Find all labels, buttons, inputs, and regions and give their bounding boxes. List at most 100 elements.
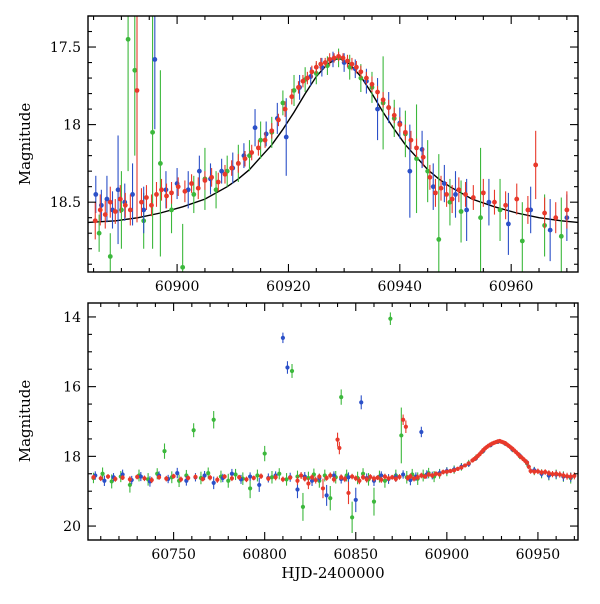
red-data-point xyxy=(542,210,547,216)
green-data-point xyxy=(277,471,282,476)
red-data-point xyxy=(386,105,392,110)
x-tick-label: 60850 xyxy=(333,547,378,563)
red-data-point xyxy=(357,478,362,483)
red-data-point xyxy=(251,475,256,481)
red-data-point xyxy=(430,473,435,478)
red-data-point xyxy=(300,78,306,84)
green-data-point xyxy=(339,395,344,400)
red-data-point xyxy=(164,193,169,199)
red-data-point xyxy=(553,215,559,221)
green-data-point xyxy=(125,36,131,42)
red-data-point xyxy=(229,476,235,481)
blue-data-point xyxy=(252,125,258,131)
green-data-point xyxy=(388,316,393,321)
red-data-point xyxy=(222,171,228,177)
red-data-point xyxy=(364,477,369,482)
green-data-point xyxy=(558,233,564,239)
red-data-point xyxy=(353,476,358,481)
red-data-point xyxy=(255,145,261,151)
red-data-point xyxy=(336,53,341,59)
green-data-point xyxy=(127,482,132,488)
red-data-point xyxy=(289,94,295,100)
green-data-point xyxy=(328,496,333,501)
blue-data-point xyxy=(359,400,364,405)
red-data-point xyxy=(564,207,570,213)
blue-data-point xyxy=(196,168,202,174)
red-data-point xyxy=(149,477,154,483)
red-data-point xyxy=(280,477,286,482)
blue-data-point xyxy=(115,187,121,193)
red-data-point xyxy=(127,207,133,213)
red-data-point xyxy=(178,477,183,482)
red-data-point xyxy=(492,199,497,205)
top-panel-data xyxy=(88,16,578,272)
red-data-point xyxy=(437,472,442,477)
blue-data-point xyxy=(375,106,380,112)
red-data-point xyxy=(113,476,118,482)
red-data-point xyxy=(302,476,307,481)
blue-data-point xyxy=(309,478,315,483)
red-data-point xyxy=(444,469,449,474)
red-data-point xyxy=(415,475,420,480)
blue-data-point xyxy=(464,207,470,213)
red-data-point xyxy=(375,89,380,95)
red-data-point xyxy=(273,475,278,480)
red-data-point xyxy=(533,162,539,168)
green-data-point xyxy=(382,478,388,483)
blue-data-point xyxy=(138,474,143,479)
top-y-axis-label: Magnitude xyxy=(16,103,34,186)
red-data-point xyxy=(105,474,111,479)
green-data-point xyxy=(371,499,377,504)
red-data-point xyxy=(207,475,213,480)
red-data-point xyxy=(455,466,460,471)
red-data-point xyxy=(193,474,198,480)
red-data-point xyxy=(122,202,128,208)
blue-data-point xyxy=(505,221,511,227)
blue-data-point xyxy=(379,473,384,478)
red-data-point xyxy=(346,490,351,496)
bottom-panel-frame xyxy=(87,302,579,541)
red-data-point xyxy=(339,475,344,480)
red-data-point xyxy=(433,471,439,476)
green-data-point xyxy=(284,477,289,482)
green-data-point xyxy=(350,515,355,520)
red-data-point xyxy=(342,476,347,482)
red-data-point xyxy=(134,88,140,93)
green-data-point xyxy=(226,478,231,483)
y-tick-label: 16 xyxy=(63,380,81,396)
red-data-point xyxy=(419,473,424,478)
red-data-point xyxy=(350,474,355,479)
red-data-point xyxy=(452,468,457,473)
red-data-point xyxy=(266,476,271,481)
red-data-point xyxy=(480,190,486,196)
y-tick-label: 17.5 xyxy=(50,40,81,56)
red-data-point xyxy=(532,469,537,474)
blue-data-point xyxy=(285,365,290,370)
blue-data-point xyxy=(295,487,300,492)
red-data-point xyxy=(306,481,311,486)
red-data-point xyxy=(189,181,194,186)
red-data-point xyxy=(222,474,227,479)
red-data-point xyxy=(557,472,562,477)
red-data-point xyxy=(328,473,333,478)
red-data-point xyxy=(120,475,125,480)
red-data-point xyxy=(112,209,118,214)
red-data-point xyxy=(142,476,147,481)
red-data-point xyxy=(524,460,530,465)
red-data-point xyxy=(411,476,417,481)
blue-data-point xyxy=(120,472,125,477)
red-data-point xyxy=(393,476,398,482)
red-data-point xyxy=(156,475,162,480)
red-data-point xyxy=(288,475,293,480)
red-data-point xyxy=(295,478,300,483)
blue-data-point xyxy=(324,493,329,498)
green-data-point xyxy=(119,207,124,213)
green-data-point xyxy=(248,486,253,491)
red-data-point xyxy=(422,474,428,479)
x-tick-label: 60800 xyxy=(242,547,287,563)
x-tick-label: 60920 xyxy=(266,279,311,295)
red-data-point xyxy=(215,179,221,185)
red-data-point xyxy=(335,437,340,442)
red-data-point xyxy=(135,474,140,480)
blue-data-point xyxy=(430,184,436,190)
